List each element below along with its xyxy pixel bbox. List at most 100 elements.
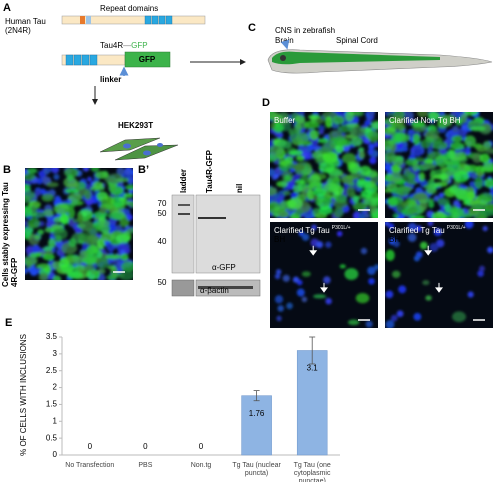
gfp: [312, 188, 327, 197]
gfp: [270, 145, 284, 156]
gfp: [294, 115, 306, 124]
gfp: [484, 178, 493, 189]
image-label: Clarified Tg Tau P301L/+: [389, 225, 466, 235]
gfp: [346, 123, 360, 128]
nucleus: [368, 143, 375, 150]
gfp: [98, 206, 108, 214]
nucleus: [302, 152, 308, 159]
gfp: [395, 185, 410, 197]
gfp: [284, 174, 292, 182]
gfp: [411, 120, 426, 128]
gfp: [59, 213, 69, 224]
gfp: [454, 151, 467, 161]
tau-bar: [61, 15, 206, 25]
nucleus: [385, 320, 395, 328]
gfp: [418, 172, 426, 182]
nucleus: [301, 233, 310, 241]
antibody-label: α-βactin: [200, 286, 229, 295]
gfp: [42, 253, 55, 261]
gfp: [84, 189, 92, 200]
gfp: [116, 234, 131, 244]
gfp: [301, 271, 311, 277]
nucleus: [34, 189, 42, 197]
gfp: [81, 211, 88, 217]
nucleus: [464, 222, 474, 229]
actin-ladder: [171, 279, 195, 297]
panel-label: A: [3, 2, 11, 14]
gfp: [25, 256, 38, 266]
nucleus: [323, 276, 331, 284]
gfp: [125, 184, 133, 191]
nucleus: [367, 148, 374, 155]
gfp: [46, 182, 59, 188]
nucleus: [436, 239, 445, 248]
gfp: [34, 234, 42, 240]
gfp: [422, 280, 430, 286]
gfp: [307, 182, 322, 190]
gfp: [121, 261, 133, 272]
gfp: [303, 120, 320, 129]
gfp: [482, 162, 493, 172]
nucleus: [393, 240, 400, 248]
marker: 40: [158, 237, 167, 246]
nucleus: [429, 242, 439, 252]
gfp: [339, 264, 346, 269]
y-tick-label: 1: [53, 416, 58, 425]
gfp: [358, 147, 365, 153]
gfp: [402, 171, 416, 183]
micrograph-content: [25, 168, 133, 280]
nucleus: [274, 295, 284, 304]
nucleus: [387, 222, 395, 230]
label-text: Clarified Non-Tg BH: [389, 116, 461, 125]
nucleus: [470, 172, 478, 180]
gfp: [96, 269, 106, 274]
gfp: [77, 231, 89, 242]
nucleus: [365, 320, 373, 328]
y-tick-label: 0: [53, 450, 58, 459]
nucleus: [413, 148, 422, 157]
nucleus: [487, 246, 493, 254]
spinal-label: Spinal Cord: [336, 36, 378, 45]
nucleus: [404, 112, 414, 120]
gfp: [390, 171, 403, 184]
nucleus: [127, 176, 133, 185]
gfp: [346, 186, 356, 197]
nucleus: [301, 296, 308, 303]
nucleus: [282, 274, 290, 282]
nucleus: [402, 141, 408, 148]
gfp: [370, 120, 378, 130]
gfp: [51, 224, 65, 229]
gfp: [66, 182, 78, 189]
repeats: [144, 15, 173, 25]
antibody-label: α-GFP: [212, 263, 236, 272]
bar: [296, 350, 328, 456]
panel-caption: Cells stably expressing Tau 4R-GFP: [1, 182, 19, 287]
gfp: [70, 200, 84, 206]
gfp: [323, 182, 339, 194]
nucleus: [366, 112, 376, 117]
nucleus: [385, 222, 390, 227]
nucleus: [413, 255, 420, 262]
y-tick-label: 2.5: [46, 366, 58, 375]
inclusion-arrow: [309, 245, 318, 256]
gfp: [79, 250, 88, 260]
gfp: [52, 275, 62, 280]
gfp: [295, 155, 305, 161]
gfp: [391, 165, 401, 173]
gfp: [58, 258, 70, 268]
gfp: [428, 200, 435, 209]
fish-eye: [280, 55, 286, 61]
gfp: [29, 252, 42, 258]
gfp: [97, 238, 105, 250]
gfp: [67, 271, 84, 279]
gfp: [37, 229, 45, 235]
gfp: [431, 141, 448, 150]
gfp: [282, 190, 291, 196]
marker: 70: [158, 199, 167, 208]
gfp: [335, 194, 348, 204]
y-tick-label: 3: [53, 349, 58, 358]
gfp: [129, 201, 133, 208]
gfp: [294, 122, 302, 134]
nucleus: [25, 220, 29, 227]
